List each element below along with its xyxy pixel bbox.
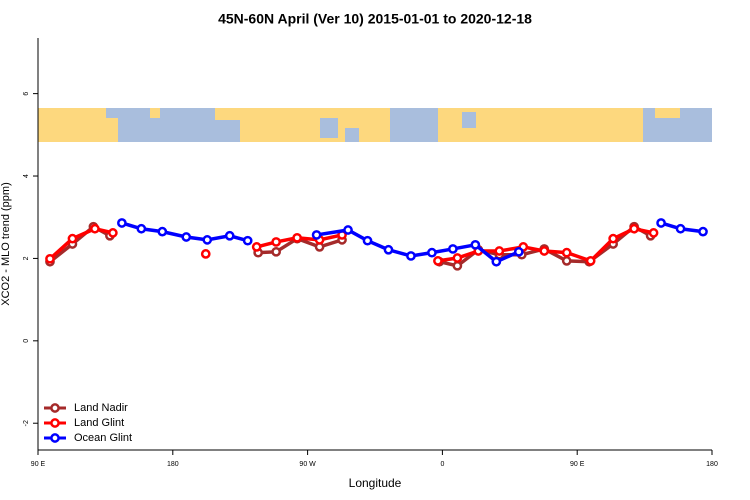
point	[470, 239, 481, 250]
y-tick-label: 6	[23, 92, 30, 96]
legend-marker	[50, 403, 60, 413]
point	[698, 226, 708, 237]
x-tick-label: 90 E	[31, 461, 46, 468]
legend-marker	[50, 418, 60, 428]
x-tick-label: 180	[167, 461, 179, 468]
point	[202, 235, 213, 245]
y-tick-label: -2	[23, 420, 30, 426]
point	[117, 218, 127, 228]
point	[45, 253, 55, 264]
point	[292, 232, 302, 243]
point	[242, 235, 253, 246]
point	[271, 237, 281, 247]
map-strip	[38, 108, 712, 142]
chart-title: 45N-60N April (Ver 10) 2015-01-01 to 202…	[218, 11, 532, 27]
point	[608, 233, 618, 244]
point	[539, 246, 550, 256]
y-tick-label: 4	[23, 174, 30, 178]
legend-label: Land Nadir	[74, 402, 128, 414]
point	[406, 251, 416, 261]
point	[157, 226, 168, 237]
legend-marker	[50, 433, 60, 443]
point	[448, 244, 458, 254]
point	[491, 256, 502, 267]
x-tick-label: 180	[706, 461, 718, 468]
point	[181, 232, 192, 242]
point	[251, 242, 262, 252]
point	[200, 249, 211, 259]
point	[108, 228, 118, 238]
x-tick-label: 90 W	[299, 461, 316, 468]
point	[433, 256, 443, 266]
point	[561, 247, 572, 258]
point	[90, 223, 100, 234]
point	[271, 246, 281, 257]
point	[136, 223, 147, 234]
point	[585, 256, 596, 266]
point	[362, 235, 373, 246]
point	[67, 233, 78, 244]
point	[452, 260, 463, 271]
x-axis-label: Longitude	[349, 476, 402, 490]
point	[383, 244, 394, 255]
x-tick-label: 0	[440, 461, 444, 468]
y-tick-label: 2	[23, 256, 30, 260]
point	[224, 230, 235, 241]
point	[452, 253, 463, 263]
point	[343, 225, 353, 235]
y-axis-label: XCO2 - MLO trend (ppm)	[0, 182, 12, 305]
y-tick-label: 0	[23, 339, 30, 343]
point	[648, 228, 659, 238]
point	[675, 223, 686, 234]
point	[494, 246, 505, 256]
legend-label: Ocean Glint	[74, 432, 132, 444]
point	[561, 256, 572, 266]
point	[311, 230, 322, 240]
x-tick-label: 90 E	[570, 461, 585, 468]
point	[656, 218, 666, 228]
point	[427, 247, 437, 258]
point	[513, 246, 524, 257]
legend-label: Land Glint	[74, 417, 124, 429]
point	[629, 223, 639, 234]
